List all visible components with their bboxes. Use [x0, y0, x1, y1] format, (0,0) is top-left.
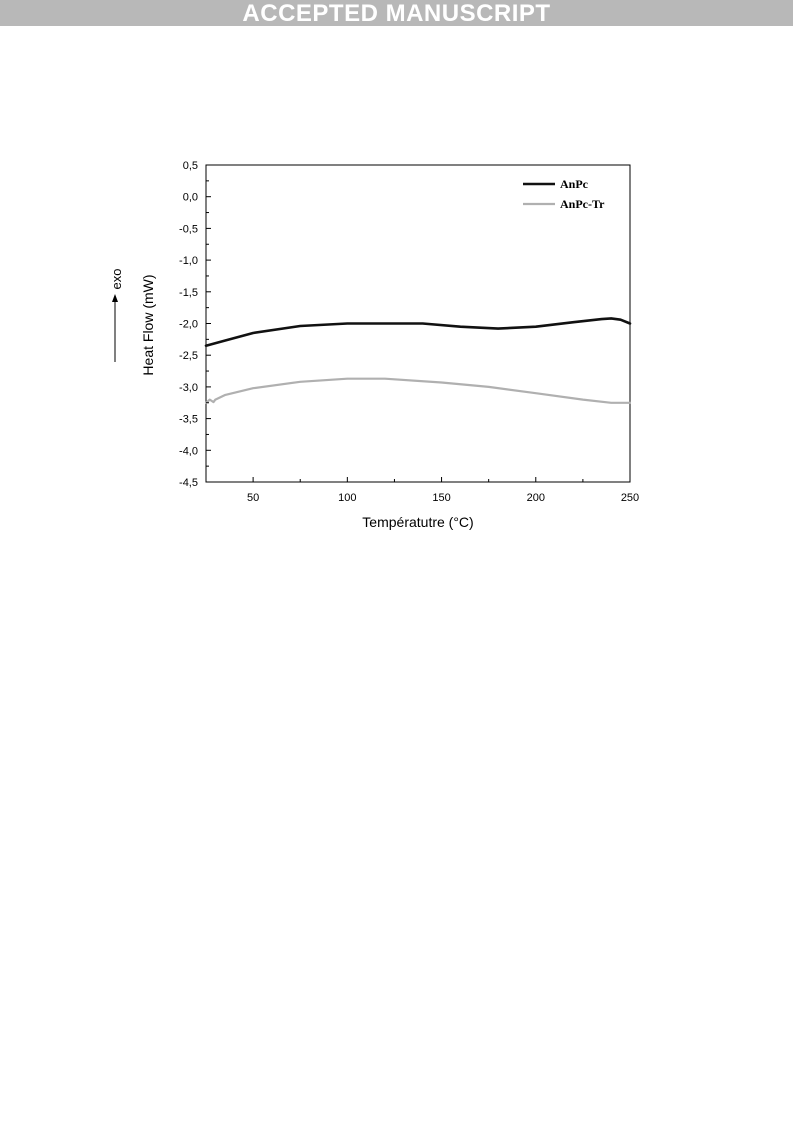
y-tick-label: -4,0: [179, 445, 198, 457]
y-tick-label: -1,0: [179, 255, 198, 267]
y-axis-label: Heat Flow (mW): [140, 274, 156, 375]
legend-label-2: AnPc-Tr: [560, 197, 605, 211]
x-axis-label: Températutre (°C): [362, 514, 473, 530]
x-tick-label: 150: [432, 492, 450, 504]
y-tick-label: -1,5: [179, 287, 198, 299]
x-tick-label: 50: [247, 492, 259, 504]
y-tick-label: 0,5: [183, 160, 198, 172]
legend-label-1: AnPc: [560, 177, 589, 191]
series-line-1: [204, 317, 632, 347]
y-tick-label: -0,5: [179, 223, 198, 235]
x-tick-label: 250: [621, 492, 639, 504]
exo-label: exo: [109, 269, 124, 290]
accepted-manuscript-banner: ACCEPTED MANUSCRIPT: [0, 0, 793, 27]
y-tick-label: -2,0: [179, 319, 198, 331]
x-tick-label: 200: [527, 492, 545, 504]
y-tick-label: -3,5: [179, 414, 198, 426]
y-tick-label: 0,0: [183, 192, 198, 204]
y-tick-label: -2,5: [179, 350, 198, 362]
y-tick-label: -4,5: [179, 477, 198, 489]
series-line-2: [204, 377, 632, 404]
x-tick-label: 100: [338, 492, 356, 504]
exo-arrow-head-icon: [112, 294, 118, 302]
y-tick-label: -3,0: [179, 382, 198, 394]
